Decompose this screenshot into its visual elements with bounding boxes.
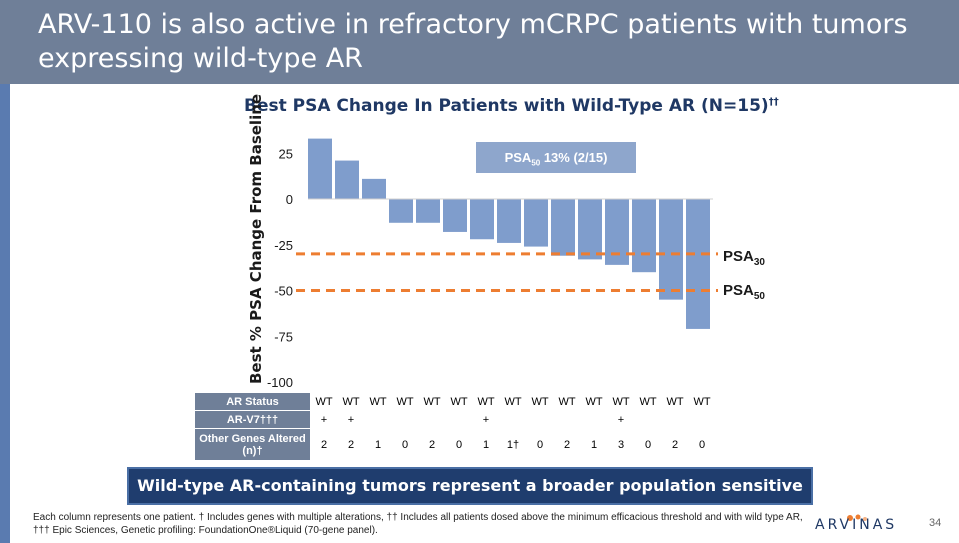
slide-title: ARV-110 is also active in refractory mCR… (38, 9, 908, 74)
logo-dot (863, 517, 867, 521)
bar-patient-6 (443, 199, 467, 232)
table-cell: 1 (472, 428, 500, 461)
page-number: 34 (929, 517, 942, 529)
table-cell (661, 410, 689, 429)
table-cell (391, 410, 419, 429)
table-cell: 2 (418, 428, 446, 461)
chart-title-text: Best PSA Change In Patients with Wild-Ty… (244, 96, 769, 116)
y-tick-label: -100 (267, 375, 293, 390)
psa30-label-sub: 30 (753, 257, 765, 268)
table-cell: WT (337, 392, 365, 411)
table-cell: WT (607, 392, 635, 411)
bar-patient-7 (470, 199, 494, 240)
table-cell: 0 (526, 428, 554, 461)
table-cell: WT (418, 392, 446, 411)
table-cell: 0 (391, 428, 419, 461)
psa50-label: PSA50 (723, 282, 765, 302)
bar-patient-5 (416, 199, 440, 223)
bar-patient-15 (686, 199, 710, 329)
table-cell (634, 410, 662, 429)
table-cell: WT (688, 392, 716, 411)
logo-dot (855, 514, 861, 520)
row-header: AR Status (194, 392, 311, 411)
arvinas-logo-dots (847, 514, 867, 521)
table-cell (526, 410, 554, 429)
table-cell (418, 410, 446, 429)
psa30-label: PSA30 (723, 248, 765, 268)
table-cell (499, 410, 527, 429)
bar-patient-9 (524, 199, 548, 247)
bar-patient-4 (389, 199, 413, 223)
row-header: Other Genes Altered (n)† (194, 428, 311, 461)
table-cell: WT (580, 392, 608, 411)
table-cell: WT (634, 392, 662, 411)
table-cell: WT (553, 392, 581, 411)
table-cell (364, 410, 392, 429)
bar-patient-1 (308, 138, 332, 199)
table-cell: WT (526, 392, 554, 411)
table-cell (553, 410, 581, 429)
table-cell: 0 (634, 428, 662, 461)
psa50-label-sub: 50 (753, 291, 765, 302)
bar-patient-8 (497, 199, 521, 243)
table-cell: 2 (553, 428, 581, 461)
table-cell: 2 (337, 428, 365, 461)
table-cell: 0 (445, 428, 473, 461)
table-cell: WT (310, 392, 338, 411)
conclusion-banner: Wild-type AR-containing tumors represent… (127, 467, 813, 529)
row-header: AR-V7††† (194, 410, 311, 429)
genetics-table: AR Status WT WT WT WT WT WT WT WT WT WT WT WT WT WT WT A… (194, 392, 716, 461)
table-cell: 1 (364, 428, 392, 461)
table-cell: 1 (580, 428, 608, 461)
table-cell: WT (364, 392, 392, 411)
table-row: AR-V7††† + + + + (194, 410, 716, 429)
chart-title: Best PSA Change In Patients with Wild-Ty… (244, 96, 779, 116)
psa-box-sub: 50 (531, 158, 541, 168)
table-cell: 3 (607, 428, 635, 461)
bar-patient-14 (659, 199, 683, 300)
table-cell: WT (391, 392, 419, 411)
footnote: Each column represents one patient. † In… (33, 512, 803, 536)
table-cell: 0 (688, 428, 716, 461)
table-cell: WT (499, 392, 527, 411)
table-cell: WT (472, 392, 500, 411)
waterfall-chart: 25 0 -25 -50 -75 -100 (267, 138, 718, 390)
table-cell: 1† (499, 428, 527, 461)
table-cell: + (337, 410, 365, 429)
psa50-label-main: PSA (723, 282, 754, 299)
table-cell: WT (445, 392, 473, 411)
y-tick-label: -50 (274, 284, 293, 299)
bar-patient-13 (632, 199, 656, 273)
y-tick-label: 0 (286, 192, 293, 207)
chart-title-sup: †† (768, 96, 779, 108)
table-row: AR Status WT WT WT WT WT WT WT WT WT WT WT WT WT WT WT (194, 392, 716, 411)
psa30-label-main: PSA (723, 248, 754, 265)
left-accent-bar (0, 84, 10, 543)
logo-dot (847, 515, 853, 521)
psa-box-prefix: PSA (504, 150, 532, 165)
table-cell (688, 410, 716, 429)
table-cell: 2 (661, 428, 689, 461)
logo-text: ARVINAS (815, 517, 898, 533)
table-row: Other Genes Altered (n)† 2 2 1 0 2 0 1 1† 0 2 1 3 0 2 0 (194, 428, 716, 461)
table-cell: + (607, 410, 635, 429)
psa50-response-box: PSA50 13% (2/15) (476, 142, 636, 173)
y-tick-label: -75 (274, 329, 293, 344)
table-cell: + (472, 410, 500, 429)
psa-box-suffix: 13% (2/15) (540, 150, 608, 165)
title-bar: ARV-110 is also active in refractory mCR… (0, 0, 959, 84)
bar-patient-11 (578, 199, 602, 260)
y-tick-label: 25 (279, 146, 293, 161)
table-cell: 2 (310, 428, 338, 461)
bar-patient-3 (362, 178, 386, 199)
table-cell (445, 410, 473, 429)
bar-patient-2 (335, 160, 359, 199)
y-tick-label: -25 (274, 238, 293, 253)
table-cell: + (310, 410, 338, 429)
table-cell: WT (661, 392, 689, 411)
bar-patient-10 (551, 199, 575, 256)
table-cell (580, 410, 608, 429)
